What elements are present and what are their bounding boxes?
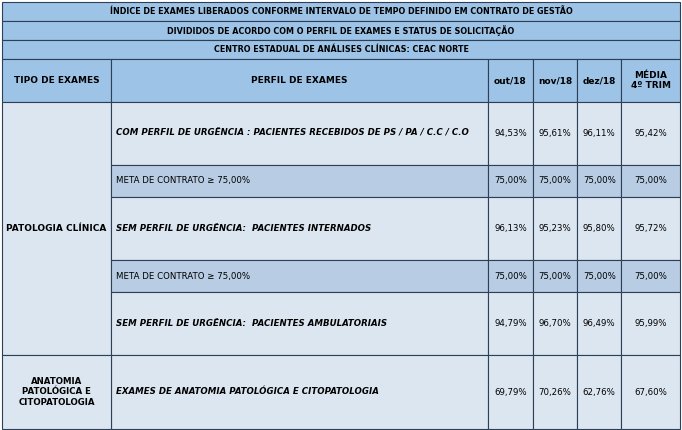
Text: 95,72%: 95,72%	[634, 224, 667, 233]
Text: EXAMES DE ANATOMIA PATOLÓGICA E CITOPATOLOGIA: EXAMES DE ANATOMIA PATOLÓGICA E CITOPATO…	[116, 387, 379, 396]
Bar	[577, 165, 621, 197]
Bar	[621, 102, 680, 165]
Bar	[577, 292, 621, 355]
Bar	[533, 197, 577, 260]
Bar	[488, 165, 533, 197]
Text: PERFIL DE EXAMES: PERFIL DE EXAMES	[252, 76, 348, 85]
Text: 95,99%: 95,99%	[634, 319, 667, 328]
Bar	[533, 355, 577, 429]
Text: 95,23%: 95,23%	[539, 224, 572, 233]
Text: 75,00%: 75,00%	[539, 271, 572, 280]
Bar	[2, 102, 111, 355]
Bar	[577, 260, 621, 292]
Bar	[488, 260, 533, 292]
Bar	[533, 260, 577, 292]
Text: CENTRO ESTADUAL DE ANÁLISES CLÍNICAS: CEAC NORTE: CENTRO ESTADUAL DE ANÁLISES CLÍNICAS: CE…	[213, 45, 469, 54]
Bar	[533, 59, 577, 102]
Text: MÉDIA
4º TRIM: MÉDIA 4º TRIM	[631, 71, 670, 90]
Bar	[111, 260, 488, 292]
Text: 96,13%: 96,13%	[494, 224, 527, 233]
Bar	[2, 59, 111, 102]
Bar	[111, 197, 488, 260]
Bar	[533, 102, 577, 165]
Bar	[533, 165, 577, 197]
Text: SEM PERFIL DE URGÊNCIA:  PACIENTES AMBULATORIAIS: SEM PERFIL DE URGÊNCIA: PACIENTES AMBULA…	[116, 319, 387, 328]
Text: nov/18: nov/18	[538, 76, 572, 85]
Text: 95,61%: 95,61%	[539, 129, 572, 138]
Bar	[488, 355, 533, 429]
Text: 75,00%: 75,00%	[634, 271, 667, 280]
Text: DIVIDIDOS DE ACORDO COM O PERFIL DE EXAMES E STATUS DE SOLICITAÇÃO: DIVIDIDOS DE ACORDO COM O PERFIL DE EXAM…	[167, 25, 515, 36]
Bar	[111, 292, 488, 355]
Bar	[577, 355, 621, 429]
Bar	[488, 197, 533, 260]
Bar	[621, 260, 680, 292]
Text: out/18: out/18	[494, 76, 527, 85]
Bar	[533, 292, 577, 355]
Text: 95,80%: 95,80%	[583, 224, 616, 233]
Bar	[111, 165, 488, 197]
Bar	[2, 40, 680, 59]
Bar	[621, 59, 680, 102]
Text: 96,70%: 96,70%	[539, 319, 572, 328]
Text: TIPO DE EXAMES: TIPO DE EXAMES	[14, 76, 100, 85]
Text: 75,00%: 75,00%	[494, 271, 527, 280]
Text: ÍNDICE DE EXAMES LIBERADOS CONFORME INTERVALO DE TEMPO DEFINIDO EM CONTRATO DE G: ÍNDICE DE EXAMES LIBERADOS CONFORME INTE…	[110, 7, 572, 16]
Text: 75,00%: 75,00%	[634, 176, 667, 185]
Bar	[621, 292, 680, 355]
Bar	[111, 102, 488, 165]
Bar	[577, 197, 621, 260]
Bar	[2, 2, 680, 21]
Text: ANATOMIA
PATOLÓGICA E
CITOPATOLOGIA: ANATOMIA PATOLÓGICA E CITOPATOLOGIA	[18, 377, 95, 407]
Bar	[621, 355, 680, 429]
Bar	[621, 165, 680, 197]
Bar	[2, 21, 680, 40]
Text: SEM PERFIL DE URGÊNCIA:  PACIENTES INTERNADOS: SEM PERFIL DE URGÊNCIA: PACIENTES INTERN…	[116, 224, 371, 233]
Bar	[2, 355, 111, 429]
Bar	[621, 197, 680, 260]
Bar	[488, 102, 533, 165]
Bar	[577, 102, 621, 165]
Bar	[488, 59, 533, 102]
Text: dez/18: dez/18	[582, 76, 616, 85]
Text: 75,00%: 75,00%	[583, 271, 616, 280]
Text: 62,76%: 62,76%	[583, 387, 616, 396]
Text: 94,53%: 94,53%	[494, 129, 527, 138]
Text: 96,49%: 96,49%	[583, 319, 616, 328]
Text: META DE CONTRATO ≥ 75,00%: META DE CONTRATO ≥ 75,00%	[116, 176, 250, 185]
Bar	[577, 59, 621, 102]
Text: 94,79%: 94,79%	[494, 319, 527, 328]
Text: 70,26%: 70,26%	[539, 387, 572, 396]
Bar	[111, 59, 488, 102]
Bar	[488, 292, 533, 355]
Text: 75,00%: 75,00%	[494, 176, 527, 185]
Text: 75,00%: 75,00%	[539, 176, 572, 185]
Text: 69,79%: 69,79%	[494, 387, 527, 396]
Text: 67,60%: 67,60%	[634, 387, 667, 396]
Text: 96,11%: 96,11%	[583, 129, 616, 138]
Bar	[111, 355, 488, 429]
Text: META DE CONTRATO ≥ 75,00%: META DE CONTRATO ≥ 75,00%	[116, 271, 250, 280]
Text: 75,00%: 75,00%	[583, 176, 616, 185]
Text: COM PERFIL DE URGÊNCIA : PACIENTES RECEBIDOS DE PS / PA / C.C / C.O: COM PERFIL DE URGÊNCIA : PACIENTES RECEB…	[116, 129, 469, 138]
Text: 95,42%: 95,42%	[634, 129, 667, 138]
Text: PATOLOGIA CLÍNICA: PATOLOGIA CLÍNICA	[6, 224, 106, 233]
